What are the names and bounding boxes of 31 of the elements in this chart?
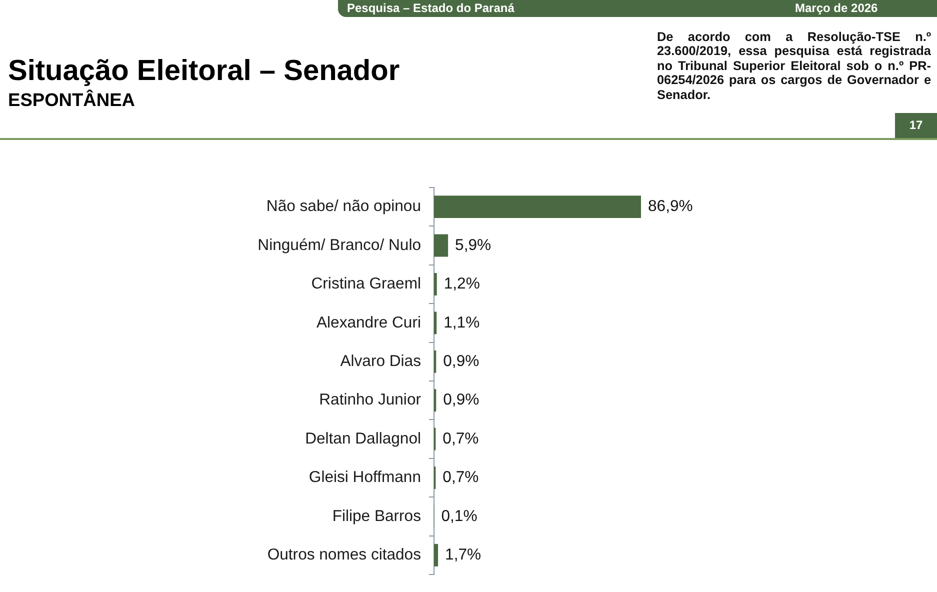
bar [434,273,437,296]
y-tick-label: Ninguém/ Branco/ Nulo [258,236,422,254]
y-tick-label: Não sabe/ não opinou [266,198,421,216]
text: ESPONTÂNEA [8,89,135,110]
data-label: 0,9% [443,392,480,409]
bar [434,312,437,334]
bar [434,196,641,218]
y-tick-label: Outros nomes citados [267,546,422,564]
y-tick-label: Cristina Graeml [311,276,421,293]
bar [434,544,438,566]
y-tick-label: Gleisi Hoffmann [308,469,421,486]
data-label: 86,9% [648,198,693,216]
text: Março de 2026 [795,1,878,15]
data-label: 0,1% [441,508,478,525]
y-tick-label: Alexandre Curi [316,314,421,332]
y-tick-label: Ratinho Junior [319,392,421,409]
text: 17 [895,113,937,138]
y-tick-label: Alvaro Dias [340,353,422,370]
data-label: 0,9% [443,353,480,370]
data-label: 5,9% [455,236,492,254]
bar [434,234,448,257]
data-label: 1,1% [444,314,480,332]
text: Pesquisa – Estado do Paraná [347,1,514,15]
data-label: 0,7% [442,430,479,448]
chart-title: Situação Eleitoral – Senador [8,55,400,87]
data-label: 1,7% [445,546,482,564]
data-label: 1,2% [444,276,480,293]
data-label: 0,7% [442,469,479,486]
text: De acordo com a Resolução-TSE n.º 23.600/2019, essa pesquisa está registrada no Tribunal Superior Eleitoral sob o n.º PR-06254/2026 para os cargos de Governador e Senador. [657,30,931,102]
y-tick-label: Deltan Dallagnol [305,430,421,448]
y-tick-label: Filipe Barros [332,508,422,525]
